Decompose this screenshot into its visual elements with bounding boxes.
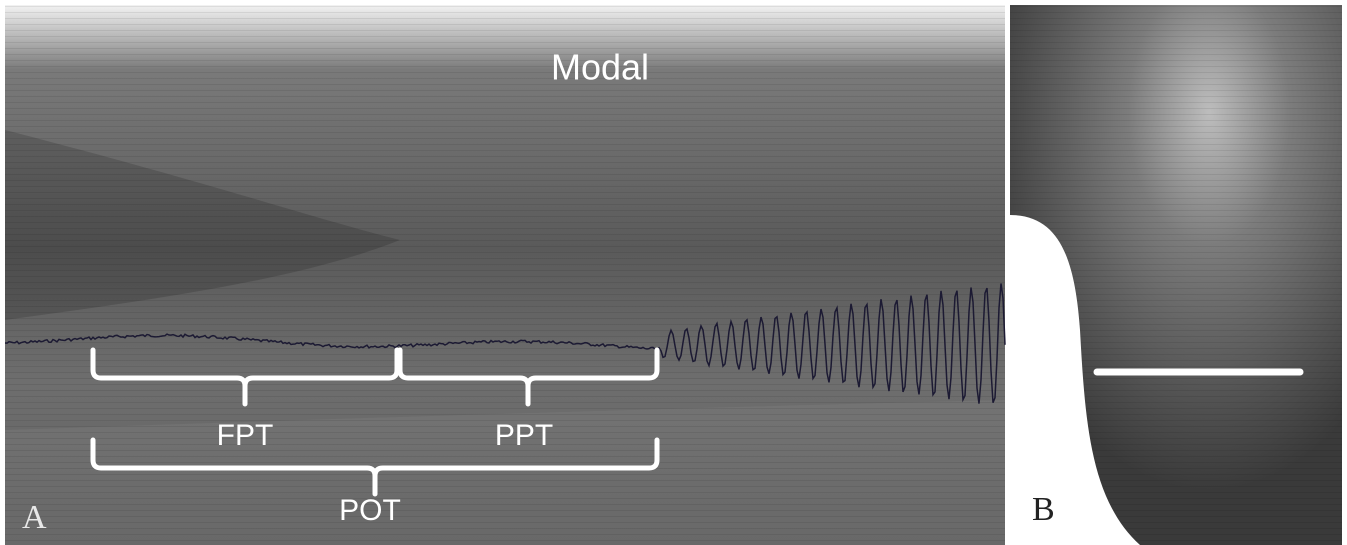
bracket-fpt [90, 347, 400, 407]
panel-a: Modal FPT PPT POT A [4, 5, 1006, 545]
panel-title: Modal [551, 47, 649, 88]
panel-b: B [1010, 5, 1342, 545]
bracket-label: FPT [217, 419, 274, 452]
bracket-ppt [397, 347, 660, 407]
panel-label: A [22, 499, 47, 536]
image-highlight [1010, 215, 1140, 545]
bracket-pot [90, 437, 660, 497]
glottal-waveform [4, 283, 1006, 404]
bracket-label: PPT [495, 419, 553, 452]
brackets [90, 347, 660, 497]
panel-label: B [1032, 491, 1055, 528]
scanlines [5, 5, 1005, 545]
bracket-label: POT [339, 494, 401, 527]
